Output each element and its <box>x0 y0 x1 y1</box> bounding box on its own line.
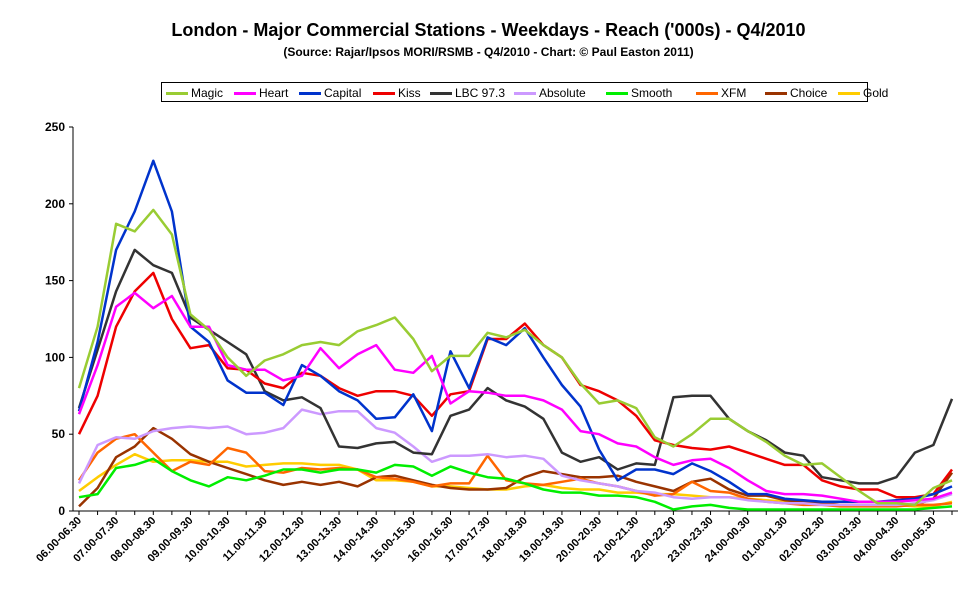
legend-swatch <box>234 91 256 95</box>
legend-item: Heart <box>234 84 288 102</box>
legend-swatch <box>166 91 188 95</box>
legend-item: Choice <box>765 84 827 102</box>
legend-label: Choice <box>790 86 828 100</box>
legend-item: LBC 97.3 <box>430 84 505 102</box>
legend-swatch <box>765 91 787 95</box>
y-tick-label: 0 <box>58 504 65 518</box>
y-tick-label: 250 <box>45 120 65 134</box>
legend-label: Capital <box>324 86 362 100</box>
legend-item: Kiss <box>373 84 421 102</box>
chart-subtitle: (Source: Rajar/Ipsos MORI/RSMB - Q4/2010… <box>283 45 694 59</box>
chart-legend: Magic Heart Capital Kiss LBC 97.3 Absolute Smo… <box>161 82 888 102</box>
y-tick-label: 150 <box>45 274 65 288</box>
legend-label: Absolute <box>539 86 586 100</box>
legend-item: Gold <box>838 84 888 102</box>
legend-label: Magic <box>191 86 224 100</box>
legend-swatch <box>299 91 321 95</box>
legend-label: Gold <box>863 86 889 100</box>
legend-swatch <box>838 91 860 95</box>
series-line-lbc-97-3 <box>77 248 954 485</box>
legend-item: Smooth <box>606 84 672 102</box>
legend-swatch <box>373 91 395 95</box>
series-line-kiss <box>77 271 953 499</box>
legend-label: Heart <box>259 86 289 100</box>
legend-item: XFM <box>696 84 746 102</box>
legend-item: Capital <box>299 84 361 102</box>
legend-swatch <box>696 91 718 95</box>
legend-swatch <box>430 91 452 95</box>
legend-label: XFM <box>721 86 747 100</box>
legend-label: Kiss <box>398 86 421 100</box>
chart-title: London - Major Commercial Stations - Wee… <box>171 20 806 40</box>
legend-label: LBC 97.3 <box>455 86 506 100</box>
legend-swatch <box>606 91 628 95</box>
legend-label: Smooth <box>631 86 673 100</box>
series-line-absolute <box>77 408 953 507</box>
y-tick-label: 100 <box>45 350 65 364</box>
series-line-smooth <box>78 457 953 511</box>
series-line-capital <box>77 159 953 504</box>
legend-item: Magic <box>166 84 223 102</box>
series-line-heart <box>77 291 953 504</box>
legend-item: Absolute <box>514 84 586 102</box>
y-tick-label: 200 <box>45 197 65 211</box>
legend-swatch <box>514 91 536 95</box>
y-tick-label: 50 <box>52 427 66 441</box>
series-line-magic <box>77 208 953 507</box>
